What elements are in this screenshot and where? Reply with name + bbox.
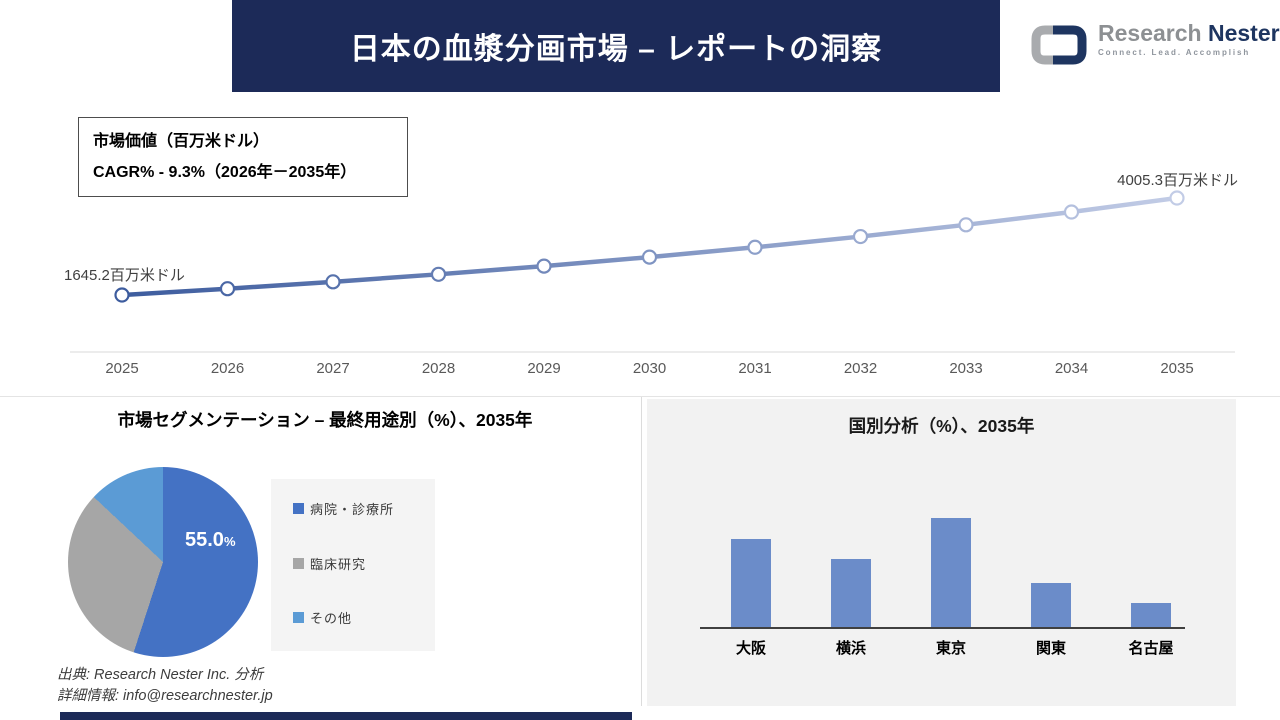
pie-legend: 病院・診療所 臨床研究その他 (271, 479, 435, 651)
footer-contact: 詳細情報: info@researchnester.jp (57, 688, 273, 704)
bar-category-label: 大阪 (735, 640, 766, 657)
bar (731, 539, 771, 627)
data-point-marker (1063, 204, 1080, 220)
legend-item: その他 (293, 608, 435, 627)
data-point-marker (852, 228, 869, 245)
market-value-label: 市場価値（百万米ドル） (93, 133, 270, 150)
logo-text: Research Nester Connect. Lead. Accomplis… (1098, 22, 1280, 57)
x-axis-tick-label: 2035 (1160, 360, 1193, 377)
bar-chart-panel: 国別分析（%）、2035年 大阪 横浜 東京 関東 名古屋 (647, 399, 1236, 706)
market-value-line (119, 195, 1180, 298)
logo-tagline: Connect. Lead. Accomplish (1098, 48, 1251, 57)
legend-item: 臨床研究 (293, 554, 435, 573)
bar (1131, 603, 1171, 627)
bar-category-label: 関東 (1035, 640, 1066, 657)
bar-category-label: 横浜 (835, 640, 866, 657)
x-axis-tick-label: 2034 (1055, 360, 1088, 377)
bar-chart-axis (700, 627, 1185, 629)
logo-nester: Nester (1207, 20, 1280, 46)
x-axis-tick-label: 2028 (422, 360, 455, 377)
pie-chart (68, 467, 258, 657)
bar-chart: 大阪 横浜 東京 関東 名古屋 (647, 399, 1236, 706)
market-line-chart: 2025 2026 2027 2028 2029 2030 2031 2032 2033 2034… (70, 190, 1235, 377)
line-end-label: 4005.3百万米ドル (1117, 172, 1238, 189)
x-axis-tick-label: 2025 (105, 360, 138, 377)
legend-swatch-icon (293, 612, 304, 623)
bar-category-label: 東京 (935, 640, 966, 657)
page-title: 日本の血漿分画市場 – レポートの洞察 (349, 33, 883, 66)
horizontal-divider (0, 396, 1280, 397)
pie-data-label-value: 55.0 (185, 529, 224, 551)
legend-label: その他 (310, 611, 353, 626)
data-point-marker (747, 239, 763, 255)
bar-category-label: 名古屋 (1128, 640, 1174, 657)
bar (1031, 583, 1071, 627)
x-axis-tick-label: 2031 (738, 360, 771, 377)
data-point-marker (536, 258, 552, 274)
bottom-accent-bar (60, 712, 632, 720)
data-point-marker (641, 249, 658, 265)
header-banner: 日本の血漿分画市場 – レポートの洞察 (232, 0, 1000, 92)
logo-brand: Research Nester (1098, 22, 1280, 45)
legend-swatch-icon (293, 503, 304, 514)
logo: Research Nester Connect. Lead. Accomplis… (1028, 22, 1280, 68)
x-axis-tick-label: 2027 (316, 360, 349, 377)
x-axis-tick-label: 2026 (211, 360, 244, 377)
logo-mark-icon (1028, 22, 1090, 68)
pie-data-label-unit: % (223, 534, 236, 549)
x-axis-tick-label: 2033 (949, 360, 982, 377)
pie-data-label: 55.0% (185, 529, 265, 552)
x-axis-tick-label: 2032 (844, 360, 877, 377)
pie-chart-title: 市場セグメンテーション – 最終用途別（%）、2035年 (117, 410, 533, 430)
footer-source: 出典: Research Nester Inc. 分析 (57, 667, 264, 683)
bar (931, 518, 971, 627)
data-point-marker (1169, 190, 1185, 206)
market-value-box: 市場価値（百万米ドル） CAGR% - 9.3%（2026年－2035年） (78, 117, 408, 198)
data-point-marker (114, 287, 130, 303)
cagr-label: CAGR% - 9.3%（2026年－2035年） (93, 164, 357, 182)
bar (831, 559, 871, 627)
data-point-marker (430, 266, 447, 282)
legend-label: 臨床研究 (310, 556, 367, 572)
line-start-label: 1645.2百万米ドル (64, 267, 185, 284)
vertical-divider (641, 397, 642, 706)
legend-item: 病院・診療所 (293, 499, 435, 518)
logo-research: Research (1098, 20, 1202, 46)
legend-swatch-icon (293, 557, 304, 569)
x-axis-tick-label: 2029 (527, 360, 560, 377)
data-point-marker (219, 281, 236, 297)
data-point-marker (958, 217, 974, 233)
data-point-marker (325, 274, 341, 290)
bar-chart-title: 国別分析（%）、2035年 (848, 416, 1035, 436)
legend-label: 病院・診療所 (310, 502, 395, 517)
x-axis-tick-label: 2030 (633, 360, 666, 377)
